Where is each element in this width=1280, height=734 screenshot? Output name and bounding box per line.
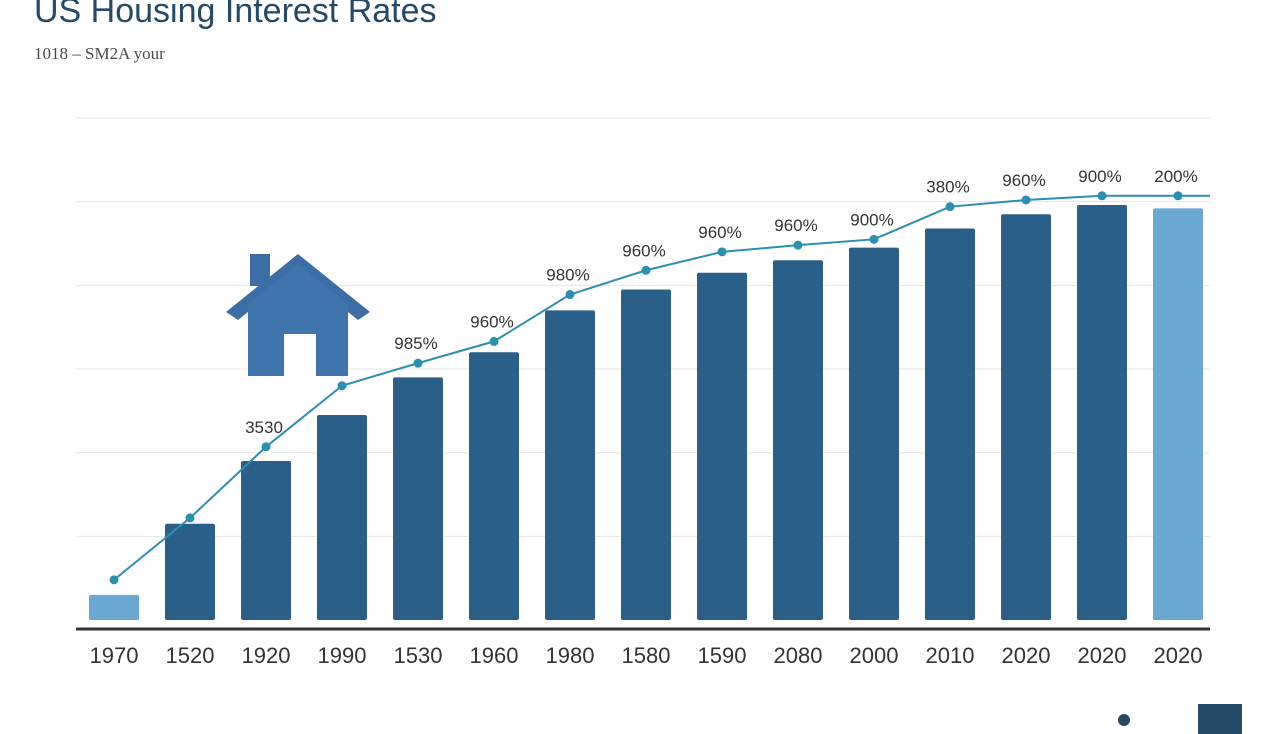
trend-point xyxy=(565,290,575,300)
bar xyxy=(773,260,823,620)
x-tick-label: 1920 xyxy=(242,643,291,668)
bar xyxy=(849,247,899,620)
trend-point xyxy=(185,513,195,523)
trend-point xyxy=(793,240,803,250)
trend-point xyxy=(945,202,955,212)
logo-dot xyxy=(1118,714,1130,726)
data-label: 900% xyxy=(1078,167,1121,186)
chart-title: US Housing Interest Rates xyxy=(34,0,437,30)
data-label: 3530 xyxy=(245,418,283,437)
trend-point xyxy=(869,234,879,244)
x-tick-label: 1530 xyxy=(394,643,443,668)
trend-point xyxy=(641,265,651,275)
bar xyxy=(89,594,139,620)
x-tick-label: 2020 xyxy=(1154,643,1203,668)
trend-point xyxy=(261,442,271,452)
data-label: 960% xyxy=(1002,171,1045,190)
x-tick-label: 1520 xyxy=(166,643,215,668)
chart-subtitle: 1018 – SM2A your xyxy=(34,44,165,63)
data-label: 960% xyxy=(774,216,817,235)
house-icon xyxy=(226,254,370,376)
x-tick-label: 2020 xyxy=(1078,643,1127,668)
trend-point xyxy=(717,247,727,257)
bars xyxy=(89,205,1203,621)
x-tick-label: 1970 xyxy=(90,643,139,668)
trend-point xyxy=(337,381,347,391)
data-label: 960% xyxy=(470,312,513,331)
bar xyxy=(241,461,291,620)
trend-point xyxy=(1097,191,1107,201)
x-tick-labels: 1970 1520 1920 1990 1530 1960 1980 1580 1590 2080… xyxy=(90,643,1203,668)
bar xyxy=(697,272,747,620)
bar xyxy=(165,523,215,620)
x-tick-label: 1580 xyxy=(622,643,671,668)
x-tick-label: 1990 xyxy=(318,643,367,668)
x-tick-label: 2020 xyxy=(1002,643,1051,668)
data-label: 200% xyxy=(1154,167,1197,186)
trend-line-path xyxy=(113,194,1210,581)
bar xyxy=(545,310,595,620)
trend-point xyxy=(1021,195,1031,205)
trend-point xyxy=(109,575,119,585)
bar xyxy=(1077,205,1127,620)
bar xyxy=(621,289,671,620)
data-label: 380% xyxy=(926,178,969,197)
bar xyxy=(469,352,519,620)
x-tick-label: 2000 xyxy=(850,643,899,668)
data-label: 980% xyxy=(546,266,589,285)
data-label: 985% xyxy=(394,334,437,353)
bar xyxy=(1001,214,1051,620)
bar xyxy=(393,377,443,620)
data-label: 900% xyxy=(850,210,893,229)
x-tick-label: 2080 xyxy=(774,643,823,668)
data-label: 960% xyxy=(698,223,741,242)
trend-point xyxy=(413,358,423,368)
trend-point xyxy=(489,336,499,346)
logo-mark xyxy=(1198,704,1242,734)
trend-line xyxy=(109,191,1210,585)
x-tick-label: 1960 xyxy=(470,643,519,668)
bar xyxy=(317,415,367,620)
data-label: 960% xyxy=(622,241,665,260)
x-tick-label: 1590 xyxy=(698,643,747,668)
data-labels: 3530 985% 960% 980% 960% 960% 960% 900% 380% 960%… xyxy=(245,167,1198,437)
bar xyxy=(1153,208,1203,621)
trend-point xyxy=(1173,191,1183,201)
x-tick-label: 1980 xyxy=(546,643,595,668)
bar xyxy=(925,228,975,620)
x-tick-label: 2010 xyxy=(926,643,975,668)
